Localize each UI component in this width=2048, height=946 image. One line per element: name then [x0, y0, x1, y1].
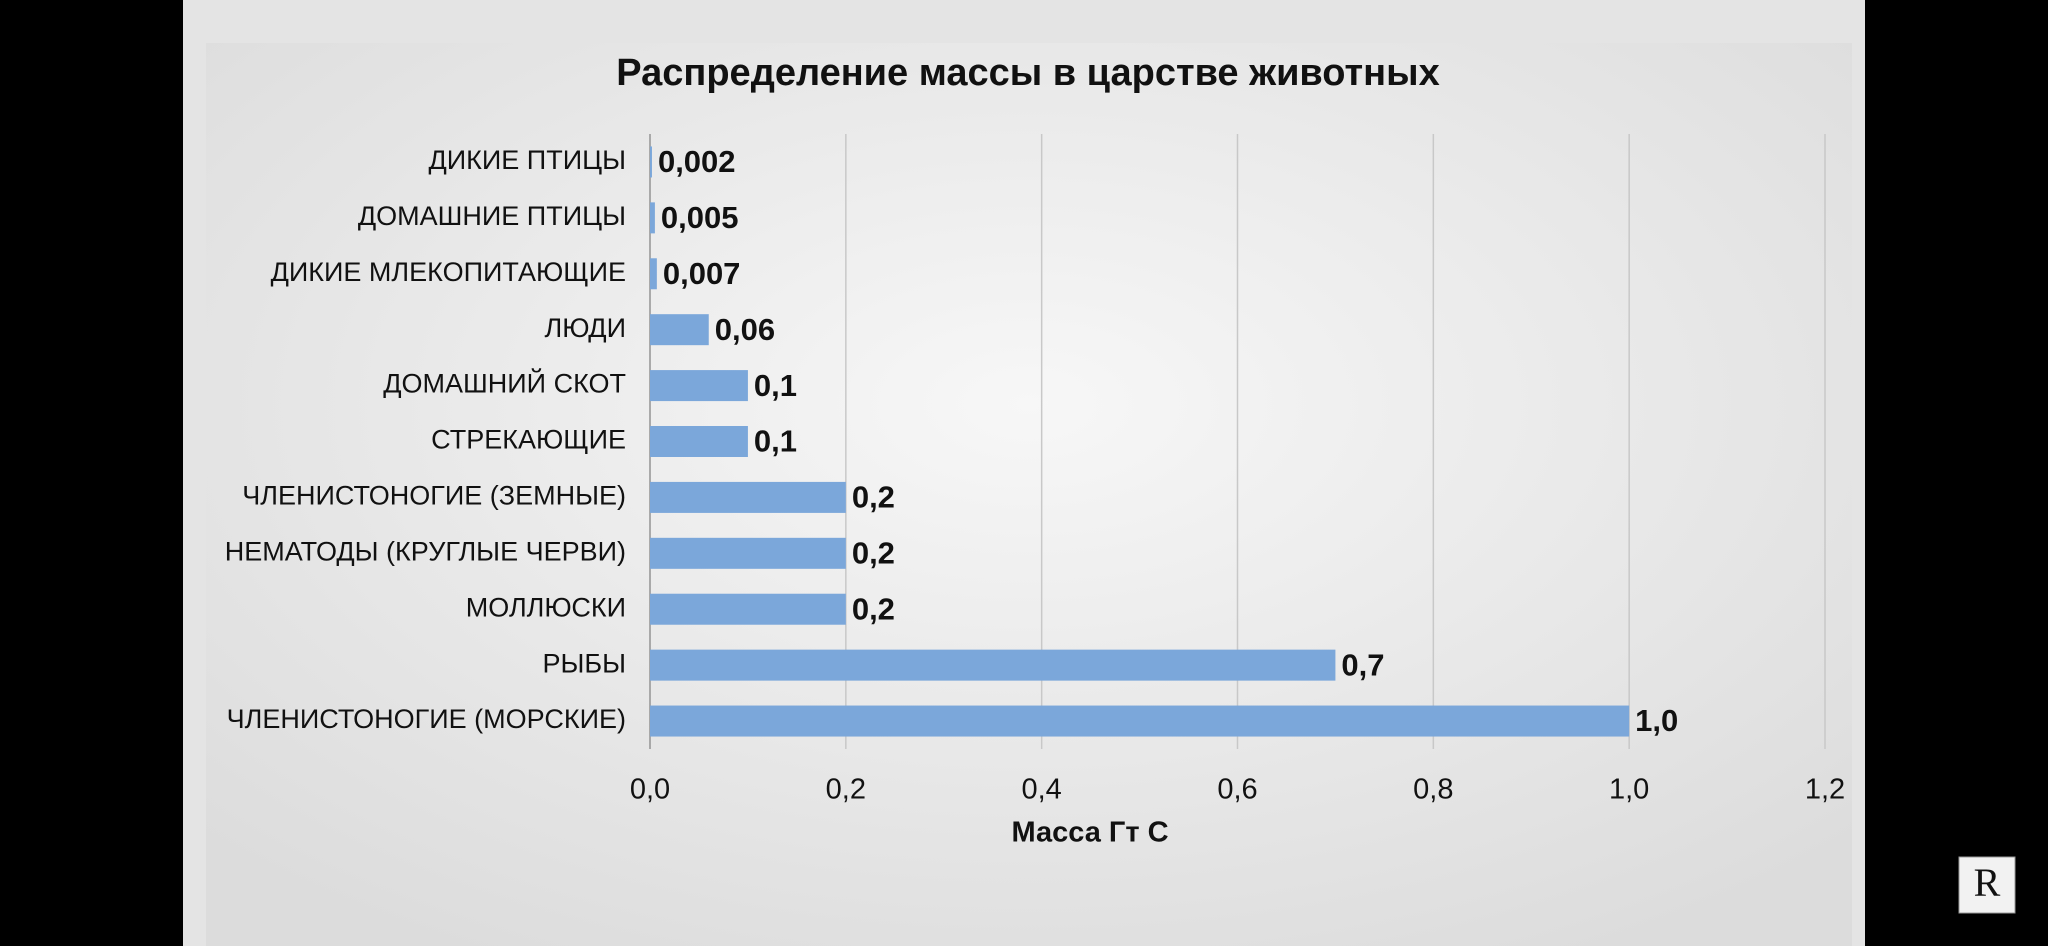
value-label: 1,0: [1635, 703, 1678, 738]
y-tick-label: МОЛЛЮСКИ: [466, 592, 626, 622]
y-tick-label: ДОМАШНИЙ СКОТ: [383, 368, 626, 399]
x-axis-label: Масса Гт С: [1011, 817, 1168, 849]
bar: [650, 649, 1336, 681]
chart-title: Распределение массы в царстве животных: [616, 52, 1439, 94]
chart-panel: [206, 43, 1852, 946]
y-tick-label: ЛЮДИ: [544, 313, 626, 343]
x-tick-label: 1,2: [1805, 774, 1845, 806]
x-tick-label: 0,4: [1022, 774, 1062, 806]
bar: [650, 370, 748, 402]
bar: [650, 705, 1630, 737]
value-label: 0,002: [658, 144, 736, 179]
value-label: 0,06: [715, 312, 775, 347]
logo: R: [1974, 860, 2001, 905]
x-tick-label: 0,8: [1413, 774, 1453, 806]
y-tick-label: НЕМАТОДЫ (КРУГЛЫЕ ЧЕРВИ): [225, 536, 626, 566]
value-label: 0,1: [754, 424, 797, 459]
plot: 0,0 0,2 0,4 0,6 0,8 1,0 1,2 ДИКИЕ ПТИЦЫ 0,002 ДОМ…: [225, 134, 1845, 806]
y-tick-label: ДИКИЕ МЛЕКОПИТАЮЩИЕ: [271, 257, 626, 287]
value-label: 0,2: [852, 536, 895, 571]
y-tick-label: РЫБЫ: [542, 648, 626, 678]
bar: [650, 537, 846, 569]
bar: [650, 481, 846, 513]
value-label: 0,005: [661, 200, 739, 235]
y-tick-label: ЧЛЕНИСТОНОГИЕ (МОРСКИЕ): [227, 704, 626, 734]
value-label: 0,1: [754, 368, 797, 403]
value-label: 0,2: [852, 591, 895, 626]
x-tick-label: 1,0: [1609, 774, 1649, 806]
bar: [650, 593, 846, 625]
bar: [650, 202, 655, 234]
logo-box: [1958, 856, 2016, 914]
bar: [650, 426, 748, 457]
x-tick-label: 0,0: [630, 774, 670, 806]
y-tick-label: ДОМАШНИЕ ПТИЦЫ: [358, 201, 626, 231]
x-tick-label: 0,2: [826, 774, 866, 806]
bar: [650, 314, 709, 346]
value-label: 0,7: [1341, 647, 1384, 682]
value-label: 0,2: [852, 480, 895, 515]
y-tick-label: ЧЛЕНИСТОНОГИЕ (ЗЕМНЫЕ): [242, 481, 626, 511]
y-tick-label: ДИКИЕ ПТИЦЫ: [428, 145, 626, 175]
bar: [650, 258, 657, 290]
x-tick-label: 0,6: [1217, 774, 1257, 806]
y-tick-label: СТРЕКАЮЩИЕ: [431, 425, 626, 455]
value-label: 0,007: [663, 256, 741, 291]
bar: [650, 146, 652, 178]
